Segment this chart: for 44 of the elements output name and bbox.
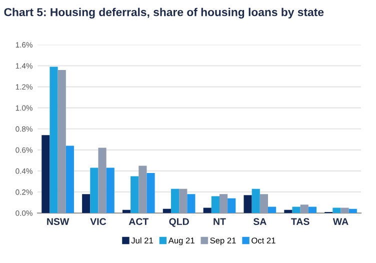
bar — [244, 195, 252, 214]
bar — [228, 198, 236, 214]
bar — [284, 210, 292, 214]
bar — [308, 206, 316, 214]
bar — [90, 168, 98, 214]
bar — [106, 168, 114, 214]
bar — [130, 176, 139, 214]
bar — [50, 66, 58, 214]
bar — [203, 208, 212, 214]
legend-label: Sep 21 — [210, 238, 236, 246]
bar — [42, 135, 50, 214]
bar — [179, 188, 188, 214]
bar — [82, 194, 90, 214]
bar — [260, 194, 268, 214]
bar — [58, 70, 66, 214]
x-tick-label: NSW — [47, 218, 70, 226]
bar — [66, 146, 74, 214]
bar — [170, 188, 180, 214]
bar — [219, 194, 228, 214]
legend-label: Oct 21 — [252, 238, 276, 244]
bar — [332, 208, 341, 214]
bar — [252, 188, 260, 214]
x-tick-label: ACT — [128, 218, 149, 226]
x-tick-label: VIC — [90, 218, 106, 226]
bar — [211, 196, 220, 214]
bar — [138, 166, 147, 214]
bar — [122, 210, 131, 214]
bar — [98, 148, 106, 214]
x-tick-label: WA — [332, 218, 348, 225]
bar — [340, 208, 349, 214]
x-tick-label: TAS — [291, 218, 310, 226]
x-tick-label: NT — [214, 218, 226, 225]
bar — [187, 194, 196, 214]
legend-label: Aug 21 — [168, 238, 194, 246]
bar — [146, 173, 155, 214]
bar — [162, 208, 171, 214]
bar — [300, 204, 308, 214]
x-tick-label: SA — [253, 218, 266, 226]
bar — [348, 208, 357, 214]
bar — [268, 206, 276, 214]
bar — [292, 206, 300, 214]
chart-title: Chart 5: Housing deferrals, share of housing loans by state — [4, 8, 324, 18]
x-tick-label: QLD — [169, 218, 189, 227]
legend-label: Jul 21 — [131, 237, 153, 244]
